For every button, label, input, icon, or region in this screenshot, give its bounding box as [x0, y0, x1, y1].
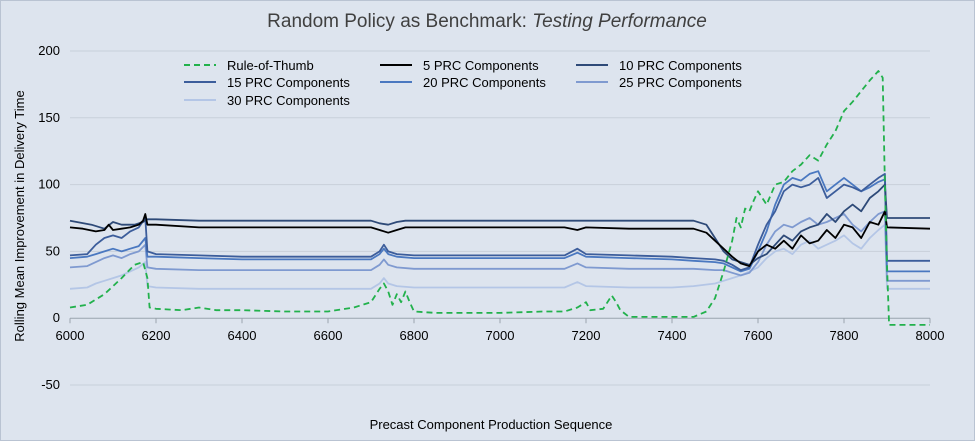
chart-title-italic: Testing Performance — [532, 11, 707, 32]
series-line-2 — [69, 183, 930, 266]
chart-title-main: Random Policy as Benchmark: — [267, 11, 532, 32]
legend-item: 30 PRC Components — [184, 93, 350, 108]
legend: Rule-of-Thumb 5 PRC Components 10 PRC Comp… — [184, 58, 742, 108]
gridlines — [70, 50, 930, 386]
x-tick-label: 7400 — [658, 328, 687, 343]
series-line-0 — [69, 70, 930, 326]
legend-item: Rule-of-Thumb — [184, 58, 314, 73]
y-tick-label: 150 — [38, 110, 60, 125]
x-tick-label: 6200 — [142, 328, 171, 343]
x-tick-label: 7800 — [830, 328, 859, 343]
x-tick-label: 7600 — [744, 328, 773, 343]
y-axis-label: Rolling Mean Improvement in Delivery Tim… — [12, 90, 27, 341]
x-tick-label: 7000 — [486, 328, 515, 343]
legend-item: 15 PRC Components — [184, 75, 350, 90]
legend-item: 25 PRC Components — [576, 75, 742, 90]
x-tick-label: 6600 — [314, 328, 343, 343]
legend-label: 15 PRC Components — [227, 75, 350, 90]
y-axis-ticks: -50 0 50 100 150 200 — [38, 43, 60, 392]
series-line-1 — [69, 210, 931, 267]
x-tick-label: 6400 — [228, 328, 257, 343]
legend-label: 5 PRC Components — [423, 58, 539, 73]
y-tick-label: -50 — [41, 377, 60, 392]
x-tick-label: 6000 — [56, 328, 85, 343]
legend-label: Rule-of-Thumb — [227, 58, 314, 73]
legend-item: 5 PRC Components — [380, 58, 539, 73]
y-tick-label: 200 — [38, 43, 60, 58]
legend-label: 25 PRC Components — [619, 75, 742, 90]
legend-label: 10 PRC Components — [619, 58, 742, 73]
x-tick-label: 8000 — [916, 328, 945, 343]
series-lines — [69, 70, 931, 326]
legend-item: 10 PRC Components — [576, 58, 742, 73]
legend-label: 20 PRC Components — [423, 75, 546, 90]
x-axis-ticks: 6000 6200 6400 6600 6800 7000 7200 7400 7600 7800… — [56, 318, 945, 343]
legend-item: 20 PRC Components — [380, 75, 546, 90]
y-tick-label: 50 — [46, 243, 60, 258]
x-axis-label: Precast Component Production Sequence — [370, 417, 613, 432]
y-tick-label: 0 — [53, 310, 60, 325]
legend-label: 30 PRC Components — [227, 93, 350, 108]
series-line-6 — [69, 223, 930, 290]
series-line-3 — [69, 173, 930, 271]
series-line-5 — [69, 210, 930, 282]
x-tick-label: 6800 — [400, 328, 429, 343]
y-tick-label: 100 — [38, 177, 60, 192]
x-tick-label: 7200 — [572, 328, 601, 343]
chart-title: Random Policy as Benchmark: Testing Perf… — [267, 11, 707, 32]
